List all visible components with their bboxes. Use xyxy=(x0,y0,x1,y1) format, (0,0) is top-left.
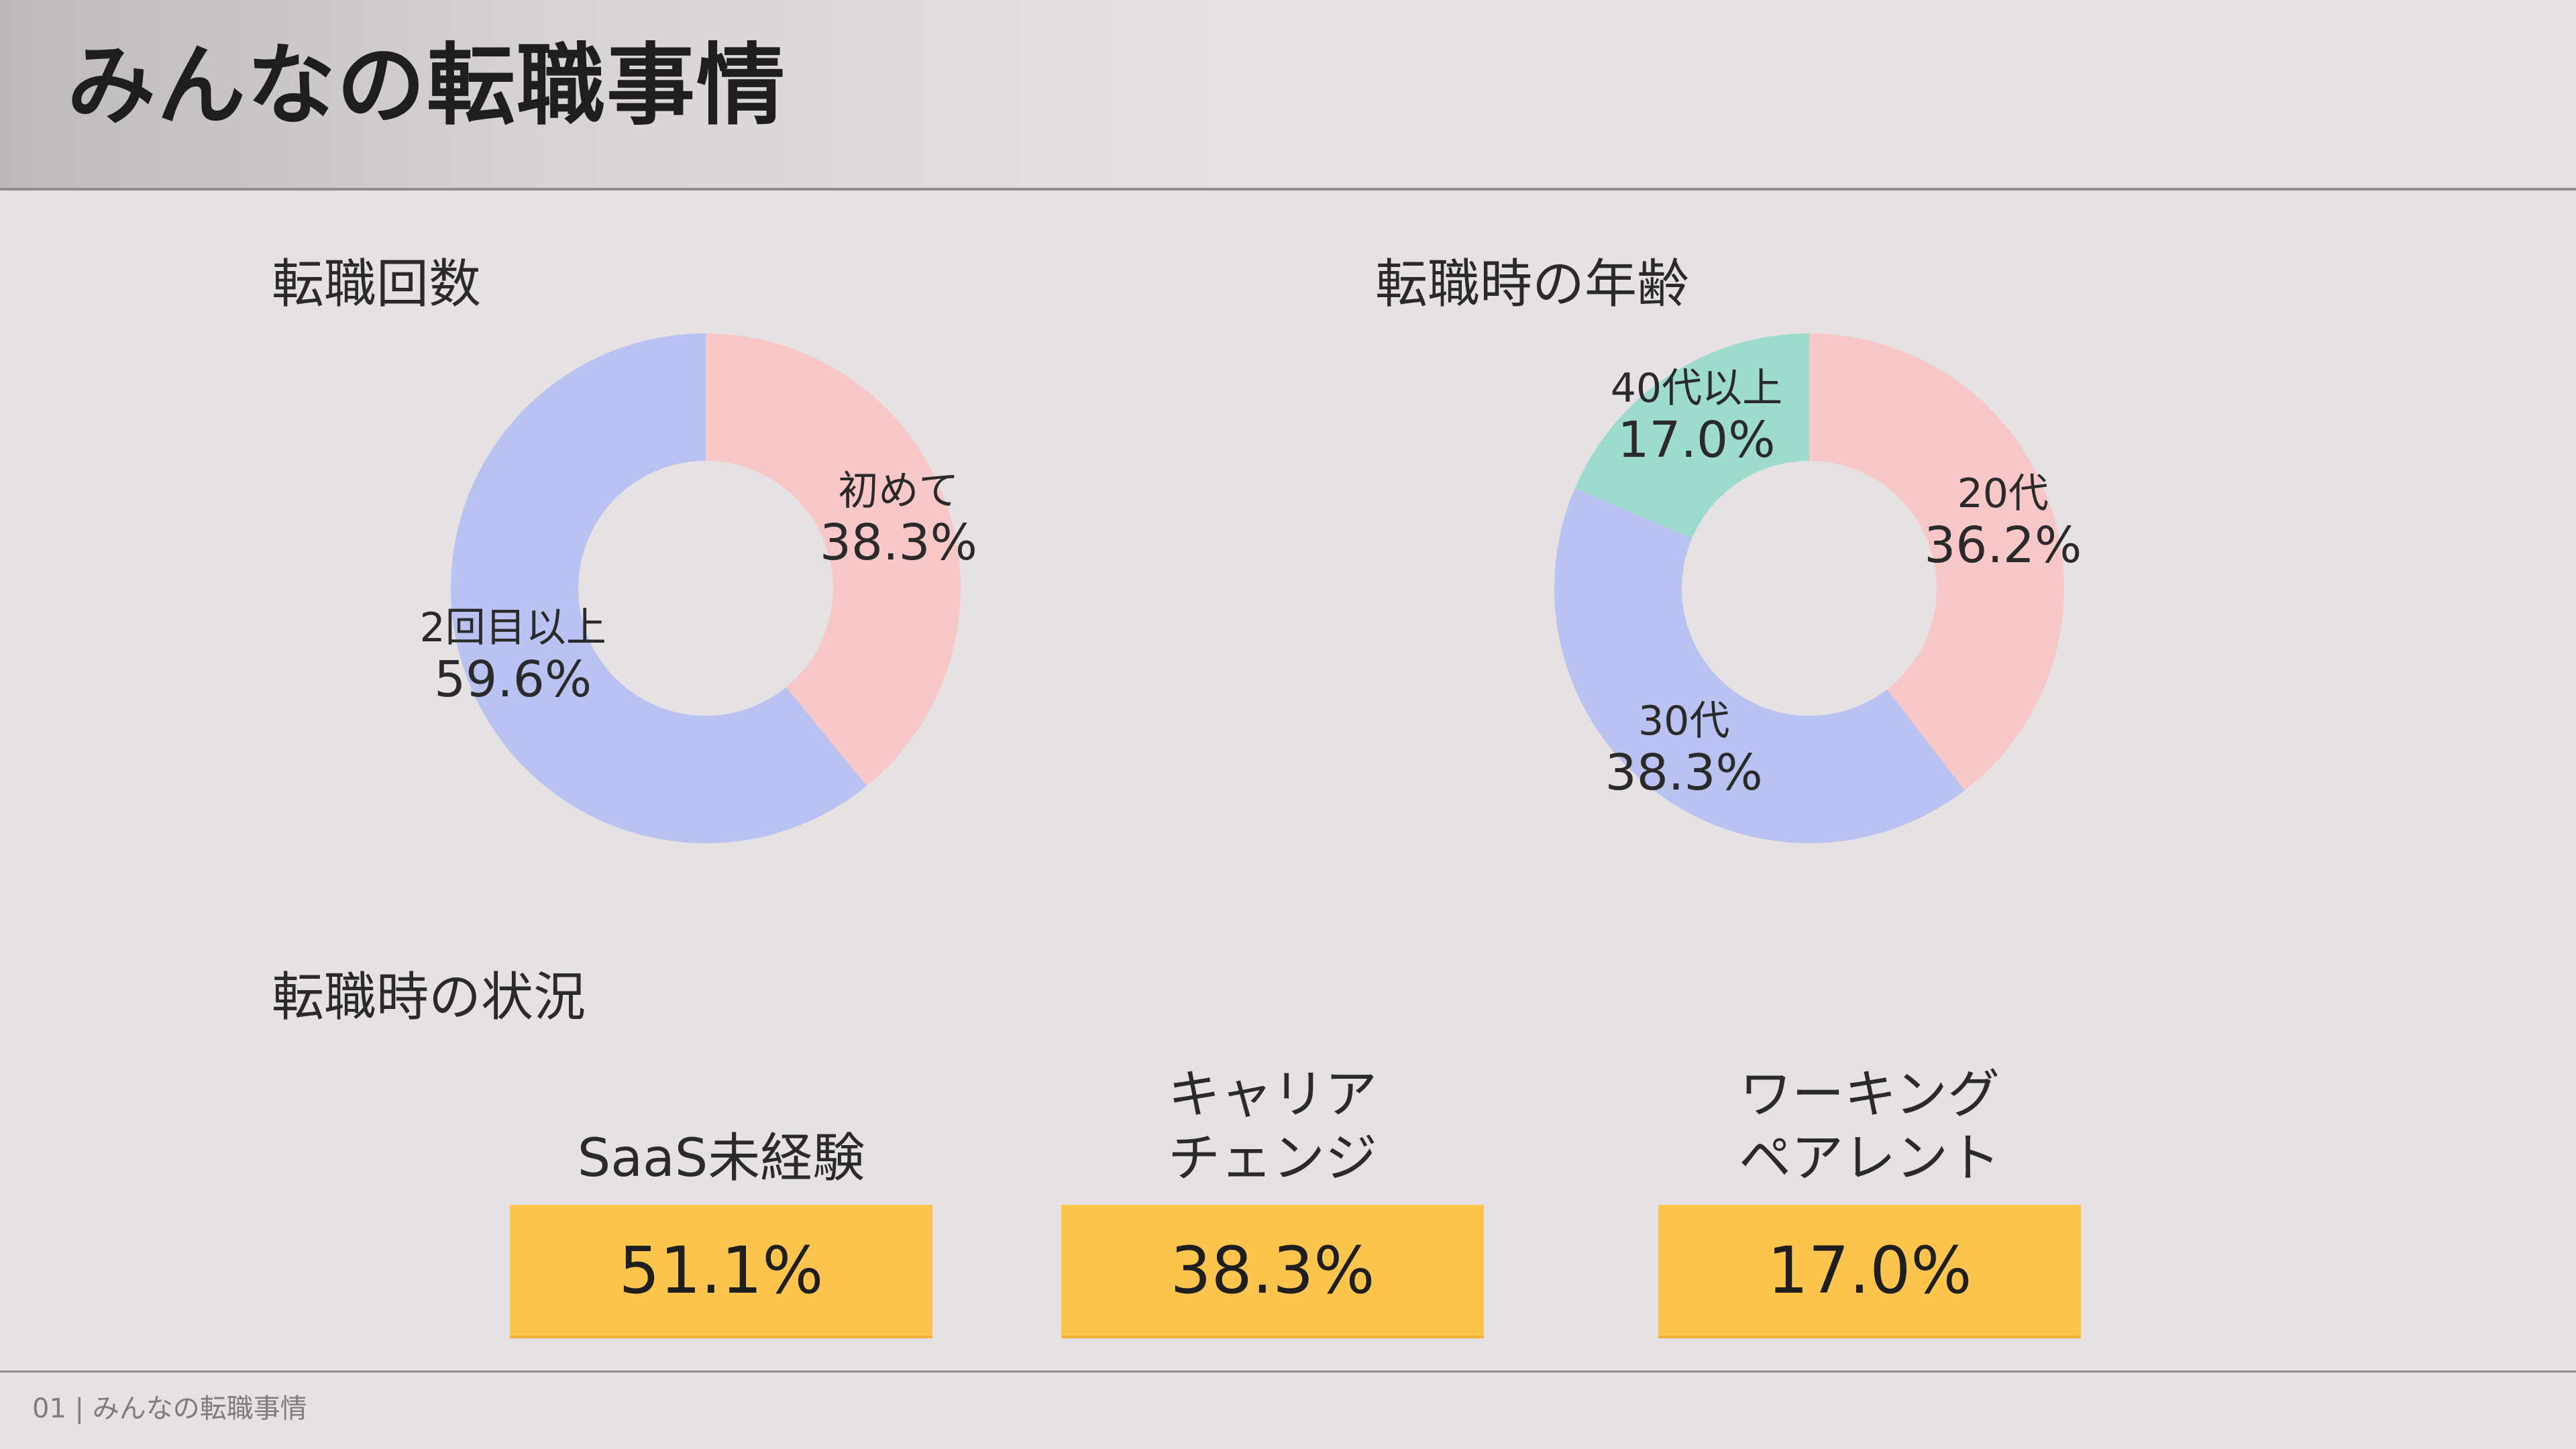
header-bar: みんなの転職事情 xyxy=(0,0,2576,191)
slice-label-name: 40代以上 xyxy=(1610,365,1783,413)
page-title: みんなの転職事情 xyxy=(67,34,786,138)
stat-label-text-career-change: キャリア チェンジ xyxy=(1167,1064,1377,1189)
stat-label-career-change: キャリア チェンジ xyxy=(1061,1057,1484,1191)
donut-slice-0-0 xyxy=(706,333,961,786)
slice-label-1-0: 20代 36.2% xyxy=(1924,470,2082,574)
donut-slice-1-2 xyxy=(1574,333,1809,539)
stat-value-box-working-parent: 17.0% xyxy=(1658,1205,2081,1336)
slice-label-value: 17.0% xyxy=(1617,411,1776,470)
section-title-situation: 転職時の状況 xyxy=(272,967,586,1028)
stat-value-box-career-change: 38.3% xyxy=(1061,1205,1484,1336)
donut-slice-0-1 xyxy=(450,333,867,844)
slice-label-1-1: 30代 38.3% xyxy=(1605,698,1763,802)
footer-text: 01 | みんなの転職事情 xyxy=(32,1393,307,1424)
slice-label-0-1: 2回目以上 59.6% xyxy=(420,605,606,708)
footer-divider xyxy=(0,1371,2576,1373)
donut-slice-1-1 xyxy=(1554,488,1965,843)
slice-label-0-0: 初めて 38.3% xyxy=(820,468,977,572)
stat-label-saas: SaaS未経験 xyxy=(510,1057,932,1191)
stat-label-working-parent: ワーキング ペアレント xyxy=(1658,1057,2081,1191)
section-title-age: 転職時の年齢 xyxy=(1375,254,1690,315)
slice-label-name: 20代 xyxy=(1957,470,2049,517)
donut-slice-1-0 xyxy=(1809,333,2064,791)
slice-label-value: 59.6% xyxy=(434,651,592,709)
slice-label-value: 38.3% xyxy=(1605,744,1763,802)
slice-label-name: 30代 xyxy=(1638,698,1730,745)
slice-label-1-2: 40代以上 17.0% xyxy=(1611,366,1782,469)
slice-label-value: 38.3% xyxy=(819,513,977,572)
slice-label-name: 2回目以上 xyxy=(419,604,606,652)
slice-label-name: 初めて xyxy=(838,467,959,515)
stat-label-text-working-parent: ワーキング ペアレント xyxy=(1738,1064,2000,1189)
stat-value-box-saas: 51.1% xyxy=(510,1205,932,1336)
section-title-count: 転職回数 xyxy=(272,254,482,315)
stat-label-text-saas: SaaS未経験 xyxy=(577,1128,865,1189)
slice-label-value: 36.2% xyxy=(1924,516,2082,574)
